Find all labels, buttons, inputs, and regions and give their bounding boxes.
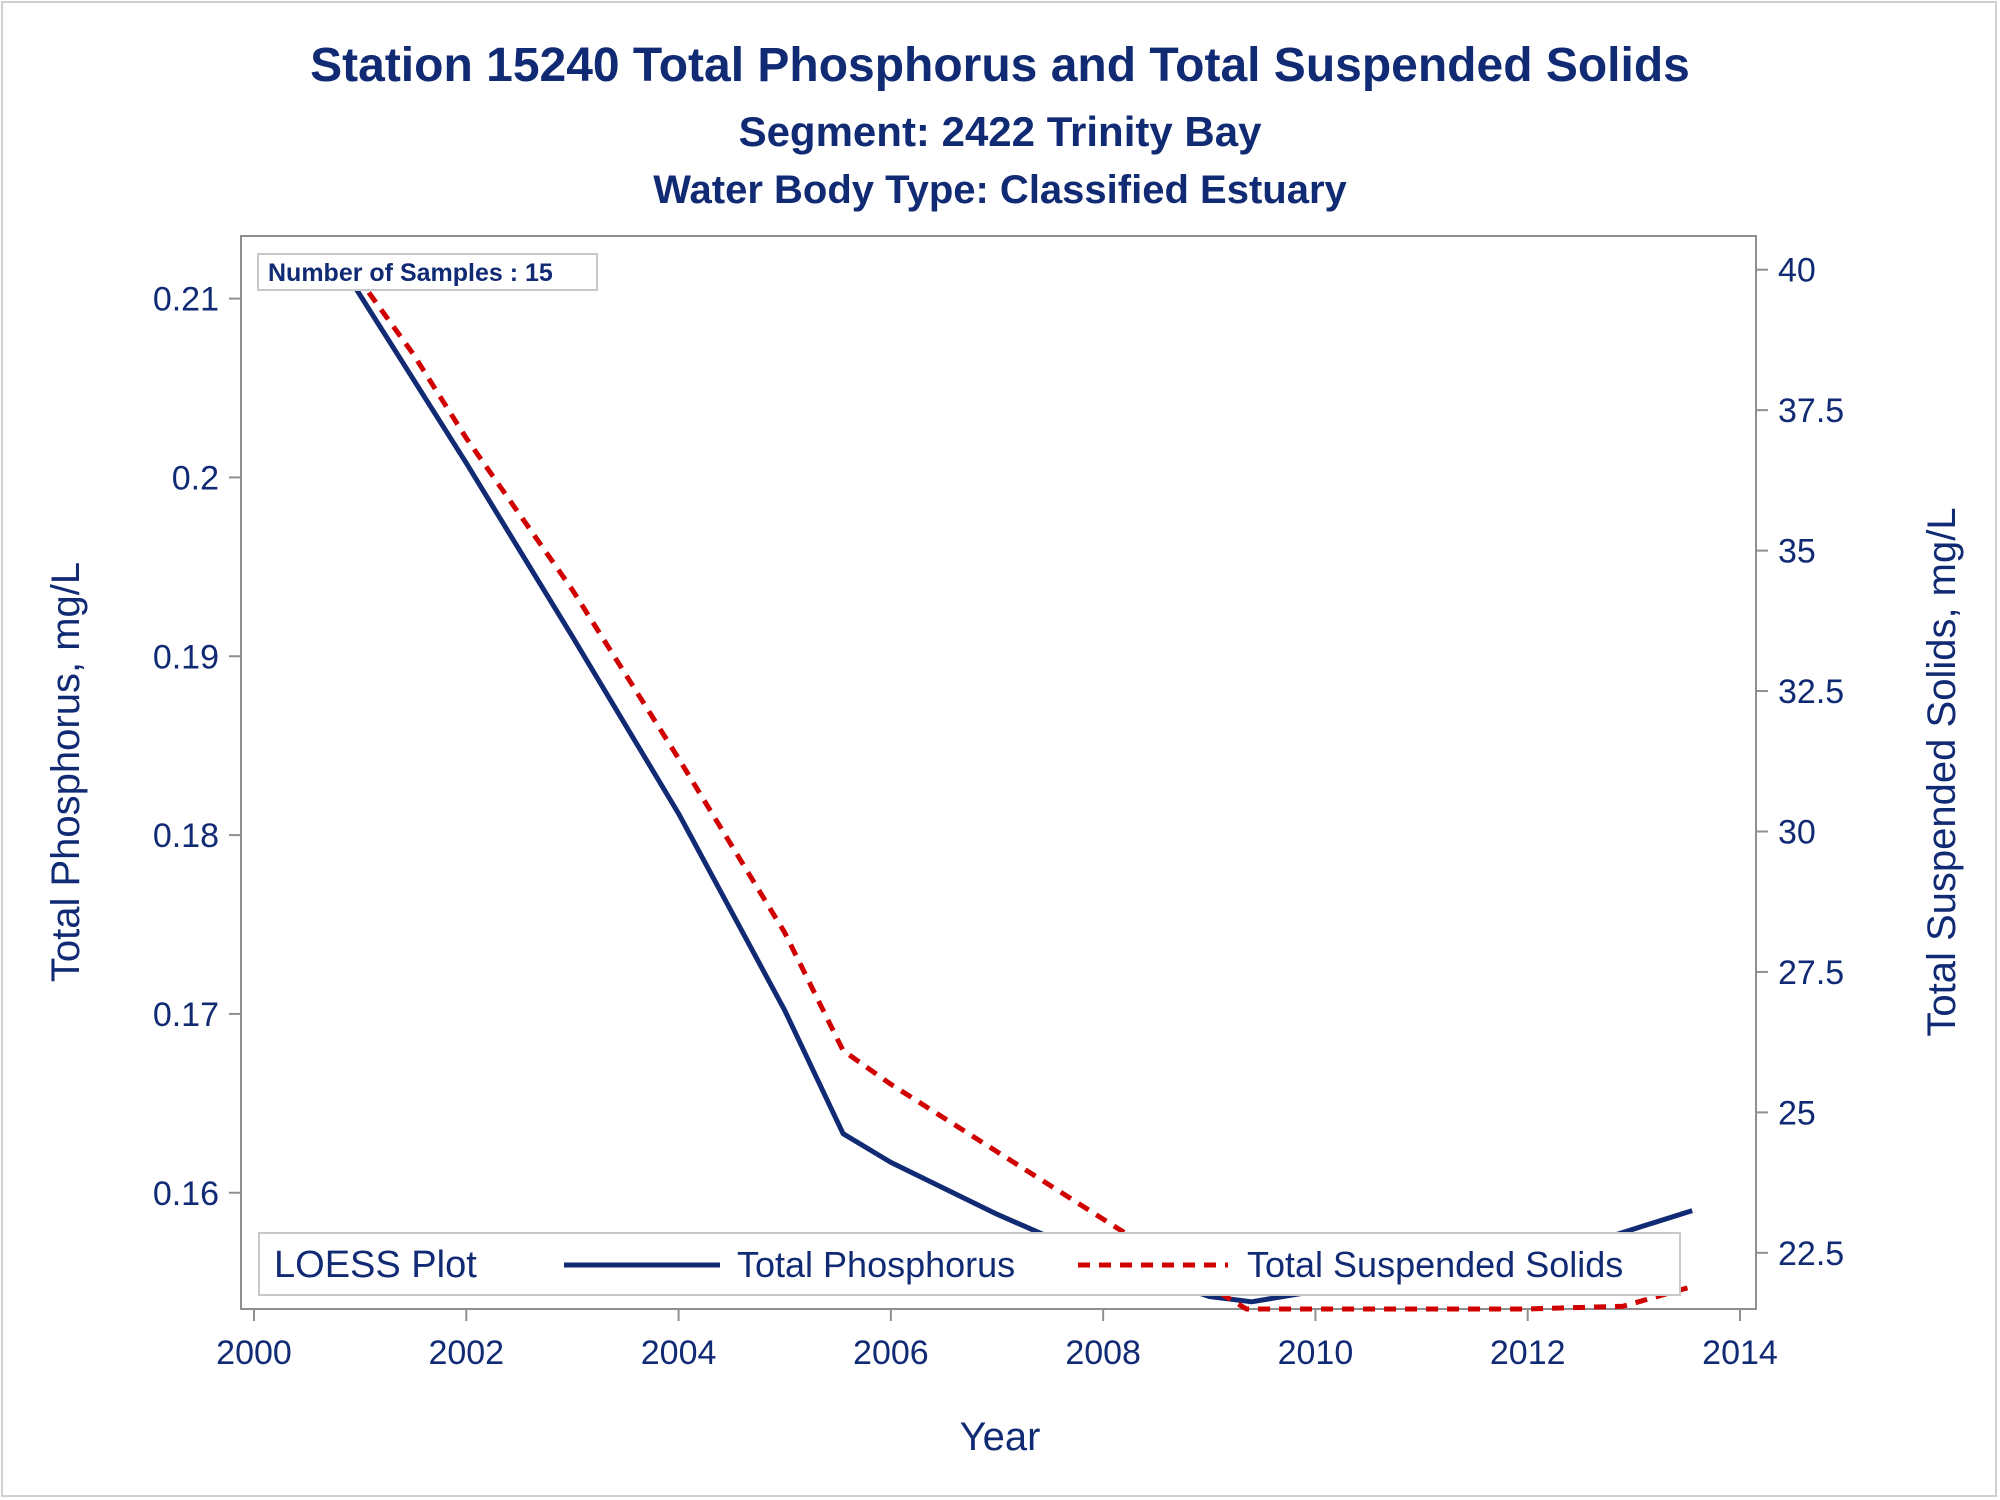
chart-subtitle-waterbody: Water Body Type: Classified Estuary [653,168,1347,212]
y-right-tick-label: 27.5 [1778,954,1844,992]
y-right-tick-label: 25 [1778,1094,1816,1132]
series-line-total-suspended-solids [342,257,1693,1312]
y-left-tick-label: 0.17 [153,996,219,1034]
legend: LOESS Plot Total Phosphorus Total Suspen… [258,1232,1681,1296]
x-tick-label: 2008 [1065,1334,1141,1372]
y-left-tick-label: 0.2 [172,459,219,497]
legend-label-phosphorus: Total Phosphorus [737,1244,1015,1285]
y-right-tick-label: 32.5 [1778,673,1844,711]
x-tick-label: 2006 [853,1334,929,1372]
y-right-tick-label: 37.5 [1778,392,1844,430]
sample-count-box: Number of Samples : 15 [257,253,598,291]
series-line-total-phosphorus [342,268,1693,1305]
y-right-tick-label: 40 [1778,252,1816,290]
chart-subtitle-segment: Segment: 2422 Trinity Bay [738,108,1262,155]
y-axis-label-left: Total Phosphorus, mg/L [44,562,88,982]
chart-title: Station 15240 Total Phosphorus and Total… [310,39,1690,92]
legend-frame [258,1232,1681,1296]
y-left-tick-label: 0.21 [153,281,219,319]
x-axis-label: Year [960,1415,1041,1459]
sample-count-label: Number of Samples : 15 [268,259,553,287]
axes: 2000 2002 2004 2006 2008 2010 2012 2014 0.16 0.17… [153,252,1844,1372]
y-axis-label-right: Total Suspended Solids, mg/L [1920,507,1964,1036]
y-right-tick-label: 35 [1778,533,1816,571]
y-left-tick-label: 0.18 [153,817,219,855]
x-tick-label: 2002 [428,1334,504,1372]
y-left-tick-label: 0.16 [153,1175,219,1213]
y-left-tick-label: 0.19 [153,638,219,676]
legend-label-tss: Total Suspended Solids [1247,1244,1623,1285]
x-tick-label: 2000 [216,1334,292,1372]
series-lines [342,257,1693,1312]
x-tick-label: 2014 [1702,1334,1778,1372]
x-tick-label: 2004 [641,1334,717,1372]
x-tick-label: 2010 [1278,1334,1354,1372]
legend-title: LOESS Plot [274,1244,477,1286]
sample-count-frame [257,253,598,291]
plot-area [240,235,1757,1310]
y-right-tick-label: 22.5 [1778,1235,1844,1273]
y-right-tick-label: 30 [1778,813,1816,851]
x-tick-label: 2012 [1490,1334,1566,1372]
